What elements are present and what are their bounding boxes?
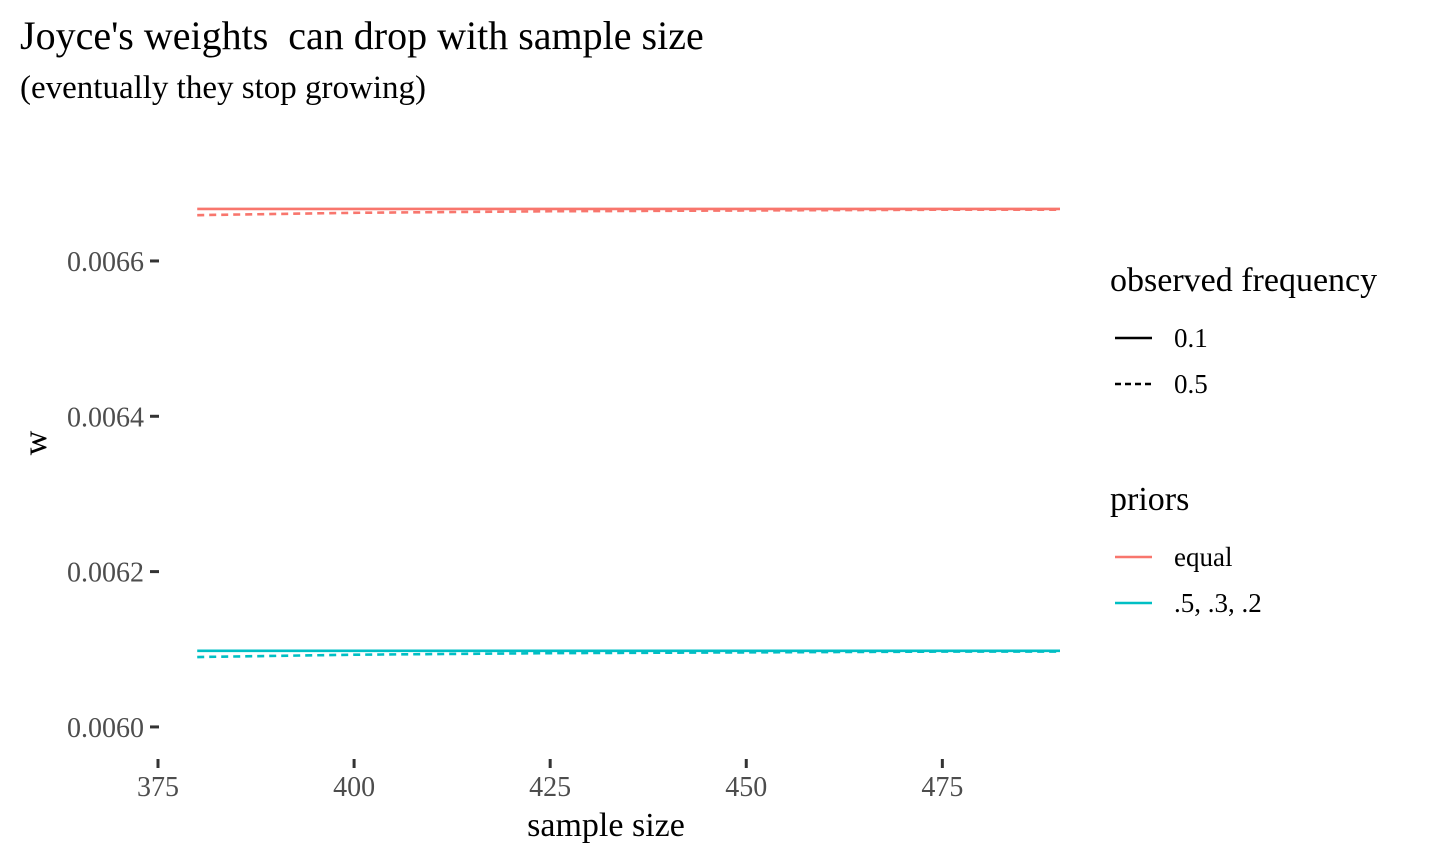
y-axis: 0.0060 0.0062 0.0064 0.0066 — [67, 247, 159, 744]
x-tick-label-2: 425 — [529, 772, 571, 803]
legend-title-1: priors — [1110, 481, 1189, 518]
x-axis: 375 400 425 450 475 — [137, 759, 963, 803]
x-tick-label-4: 475 — [921, 772, 963, 803]
plot-lines — [197, 207, 1060, 659]
x-tick-label-1: 400 — [333, 772, 375, 803]
x-tick-label-0: 375 — [137, 772, 179, 803]
y-tick-label-3: 0.0066 — [67, 247, 144, 278]
legend-label-0-1: 0.5 — [1174, 369, 1208, 399]
legend-title-0: observed frequency — [1110, 262, 1377, 299]
series-line-3 — [197, 650, 1060, 659]
chart-title: Joyce's weights can drop with sample siz… — [20, 13, 704, 58]
y-tick-label-1: 0.0062 — [67, 558, 144, 589]
y-axis-label: w — [17, 430, 54, 455]
chart-subtitle: (eventually they stop growing) — [20, 70, 426, 106]
series-line-1 — [197, 208, 1060, 217]
legend-label-1-1: .5, .3, .2 — [1174, 588, 1262, 618]
y-tick-label-2: 0.0064 — [67, 402, 144, 433]
legend: observed frequency 0.1 0.5 priors equal .5, .… — [1110, 262, 1377, 618]
legend-label-0-0: 0.1 — [1174, 323, 1208, 353]
y-tick-label-0: 0.0060 — [67, 713, 144, 744]
x-tick-label-3: 450 — [725, 772, 767, 803]
x-axis-label: sample size — [527, 807, 685, 844]
legend-label-1-0: equal — [1174, 542, 1232, 572]
